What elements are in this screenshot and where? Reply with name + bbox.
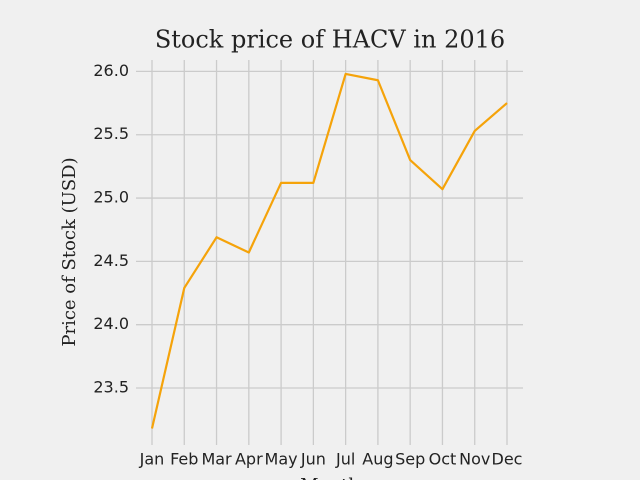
x-tick-label: Mar [201, 450, 232, 469]
x-tick-label: Oct [429, 450, 457, 469]
y-tick-label: 23.5 [93, 378, 129, 397]
x-tick-label: Aug [362, 450, 393, 469]
y-tick-label: 24.0 [93, 314, 129, 333]
x-tick-label: Nov [459, 450, 490, 469]
y-tick-label: 24.5 [93, 251, 129, 270]
y-axis-label: Price of Stock (USD) [59, 157, 80, 346]
x-axis-label: Month [300, 475, 360, 480]
x-tick-label: Jul [335, 450, 355, 469]
chart-title: Stock price of HACV in 2016 [155, 26, 505, 54]
x-tick-label: Sep [395, 450, 425, 469]
y-tick-label: 26.0 [93, 61, 129, 80]
x-tick-label: May [265, 450, 298, 469]
y-tick-label: 25.5 [93, 124, 129, 143]
x-tick-label: Feb [170, 450, 198, 469]
line [150, 72, 508, 429]
x-tick-label: Dec [492, 450, 523, 469]
x-tick-label: Apr [235, 450, 263, 469]
x-tick-label: Jun [300, 450, 326, 469]
x-tick-label: Jan [139, 450, 165, 469]
y-tick-label: 25.0 [93, 188, 129, 207]
